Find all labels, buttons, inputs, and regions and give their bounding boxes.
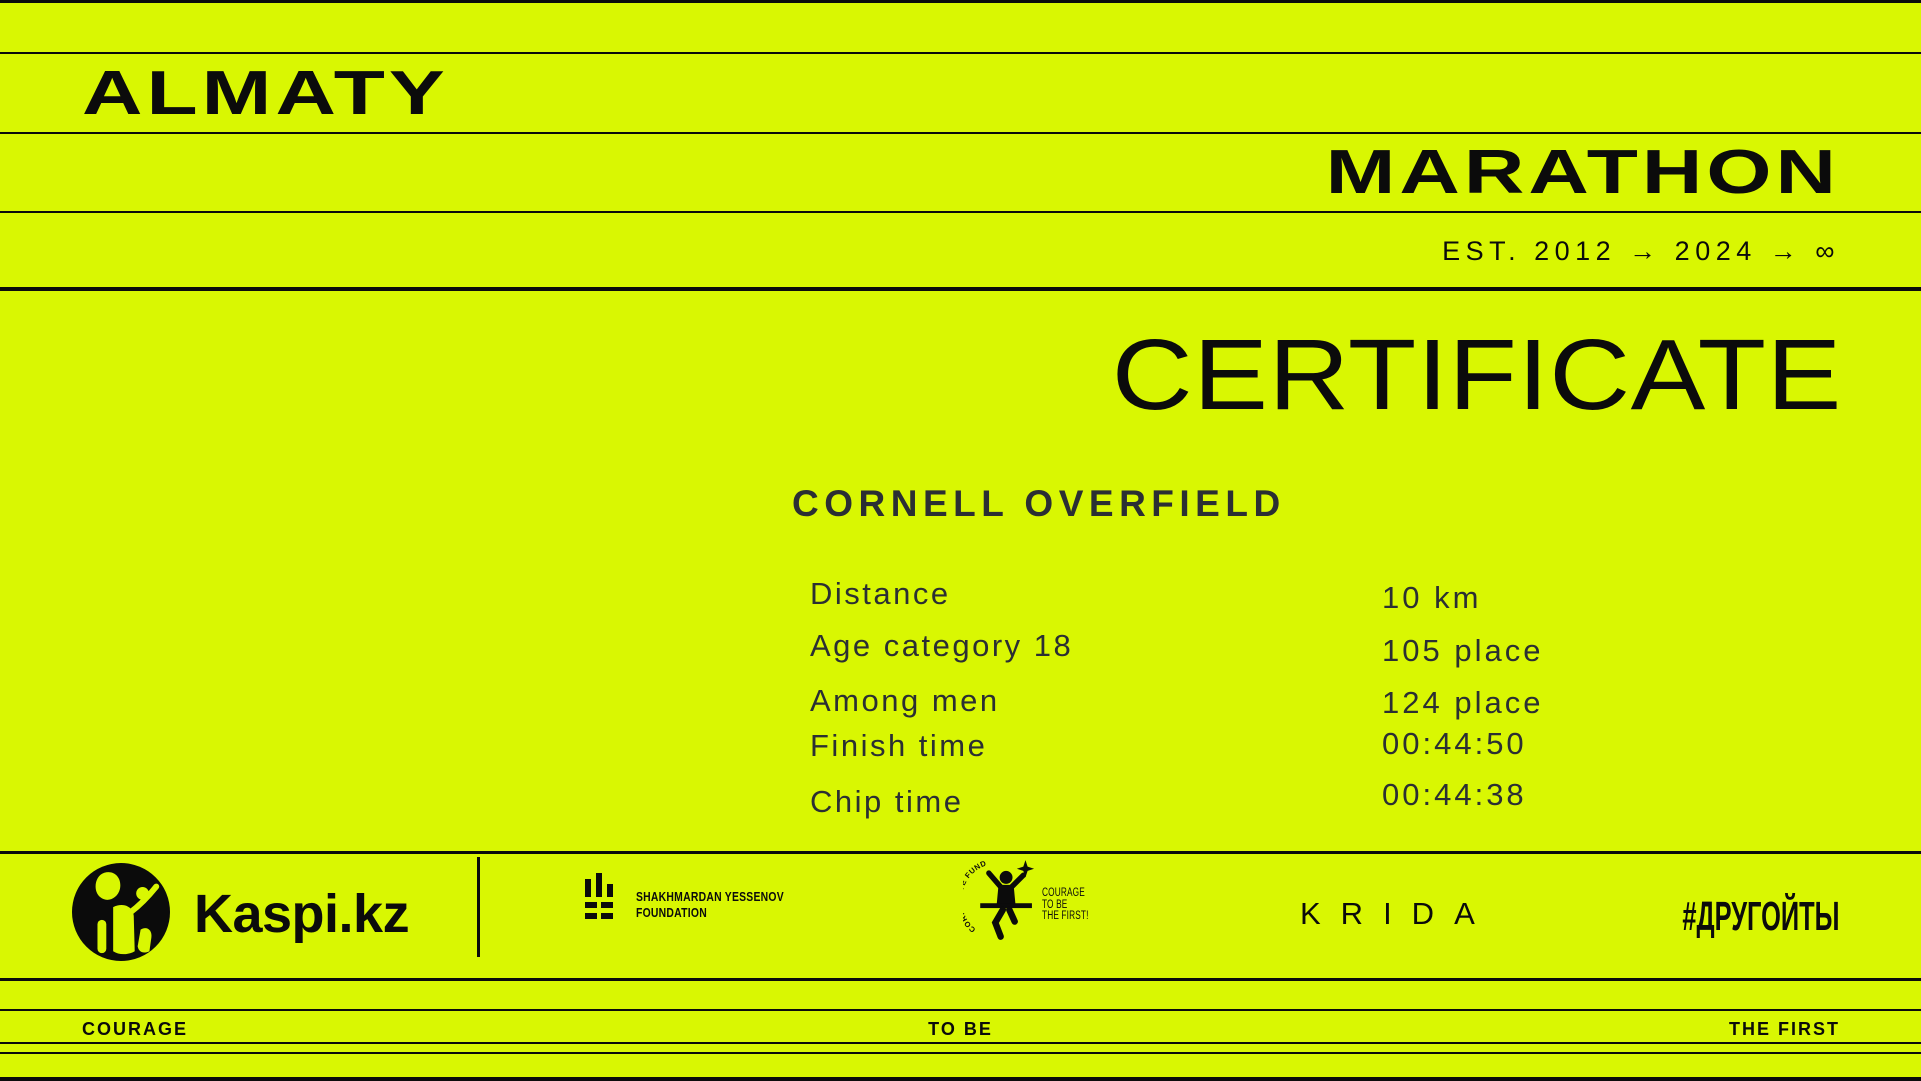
certificate-heading: CERTIFICATE xyxy=(1111,319,1842,431)
header-rule-thick xyxy=(0,287,1921,291)
sponsor-divider xyxy=(477,857,480,957)
sponsor-band-bottom-rule xyxy=(0,978,1921,981)
result-label-among-men: Among men xyxy=(810,683,1000,718)
motto-to-be: TO BE xyxy=(928,1019,993,1039)
result-label-age-category: Age category 18 xyxy=(810,628,1074,663)
corporate-fund-arc-text: CORPORATE FUND xyxy=(963,858,987,934)
result-value-among-men: 124 place xyxy=(1382,685,1544,720)
kaspi-wordmark: Kaspi.kz xyxy=(194,884,410,944)
courage-fund-runner-icon: CORPORATE FUND xyxy=(963,858,1035,940)
kaspi-logo-icon xyxy=(72,863,170,961)
header-rule-3 xyxy=(0,211,1921,213)
header-rule-2 xyxy=(0,132,1921,134)
fund-line-1: COURAGE xyxy=(1042,887,1085,899)
motto-bottom-rule-2 xyxy=(0,1052,1921,1054)
result-label-distance: Distance xyxy=(810,576,951,611)
hashtag-wordmark: #ДРУГОЙТЫ xyxy=(1682,893,1840,939)
yessenov-line-2: FOUNDATION xyxy=(636,904,707,920)
fund-line-3: THE FIRST! xyxy=(1042,910,1089,922)
fund-line-2: TO BE xyxy=(1042,898,1068,911)
brand-title-marathon: MARATHON xyxy=(1325,138,1840,207)
top-edge-rule xyxy=(0,0,1921,3)
result-value-age-category: 105 place xyxy=(1382,633,1544,668)
motto-the-first: THE FIRST xyxy=(1729,1019,1840,1039)
result-value-finish-time: 00:44:50 xyxy=(1382,726,1527,761)
result-label-chip-time: Chip time xyxy=(810,784,964,819)
result-value-distance: 10 km xyxy=(1382,580,1482,615)
sponsor-band-top-rule xyxy=(0,851,1921,854)
courage-fund-label: COURAGE TO BE THE FIRST! xyxy=(1042,887,1089,923)
result-label-finish-time: Finish time xyxy=(810,728,988,763)
yessenov-foundation-label: SHAKHMARDAN YESSENOV FOUNDATION xyxy=(636,889,784,920)
krida-wordmark: KRIDA xyxy=(1300,896,1495,931)
established-years: EST. 2012 → 2024 → ∞ xyxy=(1442,236,1840,266)
motto-bottom-rule-1 xyxy=(0,1042,1921,1044)
bottom-edge-rule xyxy=(0,1077,1921,1081)
motto-courage: COURAGE xyxy=(82,1019,189,1039)
yessenov-foundation-icon xyxy=(585,873,613,919)
recipient-name: CORNELL OVERFIELD xyxy=(792,483,1286,524)
brand-title-almaty: ALMATY xyxy=(82,59,449,128)
result-value-chip-time: 00:44:38 xyxy=(1382,777,1527,812)
yessenov-line-1: SHAKHMARDAN YESSENOV xyxy=(636,889,784,904)
motto-top-rule xyxy=(0,1009,1921,1011)
header-rule-1 xyxy=(0,52,1921,54)
svg-text:CORPORATE FUND: CORPORATE FUND xyxy=(963,858,988,934)
